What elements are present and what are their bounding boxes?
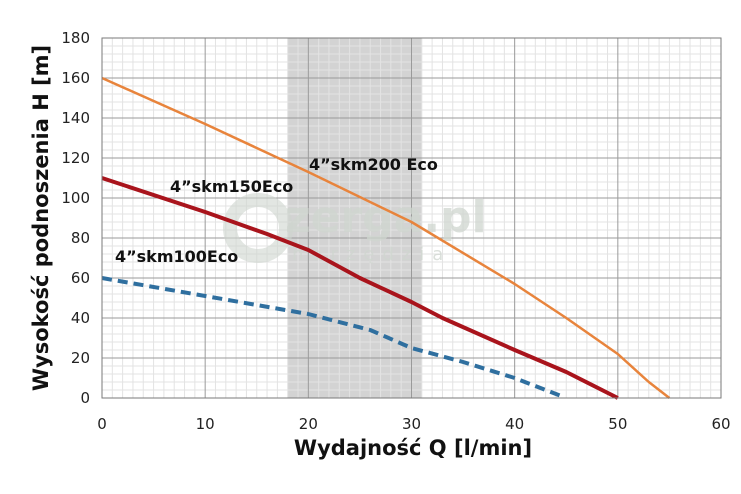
y-tick-label: 0 [80,389,90,407]
series-line-0 [101,76,671,399]
plot-frame [101,37,722,399]
x-tick-label: 60 [711,415,730,433]
x-tick-label: 40 [505,415,524,433]
x-tick-label: 0 [97,415,107,433]
watermark-text: zerga.pl [285,192,487,243]
highlight-band [287,38,422,398]
watermark-logo-icon [223,193,293,263]
y-tick-label: 100 [61,189,90,207]
y-tick-label: 80 [71,229,90,247]
y-tick-label: 40 [71,309,90,327]
y-tick-label: 20 [71,349,90,367]
y-tick-label: 120 [61,149,90,167]
y-tick-label: 60 [71,269,90,287]
x-tick-label: 20 [299,415,318,433]
y-tick-label: 140 [61,109,90,127]
series-line-2 [101,276,562,398]
x-tick-label: 10 [196,415,215,433]
x-tick-label: 50 [608,415,627,433]
series-label-0: 4”skm200 Eco [309,155,438,174]
y-axis-title: Wysokość podnoszenia H [m] [29,45,53,391]
y-tick-label: 160 [61,69,90,87]
series-label-2: 4”skm100Eco [115,247,238,266]
y-tick-label: 180 [61,29,90,47]
x-axis-title: Wydajność Q [l/min] [294,436,532,460]
x-tick-label: 30 [402,415,421,433]
series-label-1: 4”skm150Eco [170,177,293,196]
series-line-1 [101,176,619,400]
